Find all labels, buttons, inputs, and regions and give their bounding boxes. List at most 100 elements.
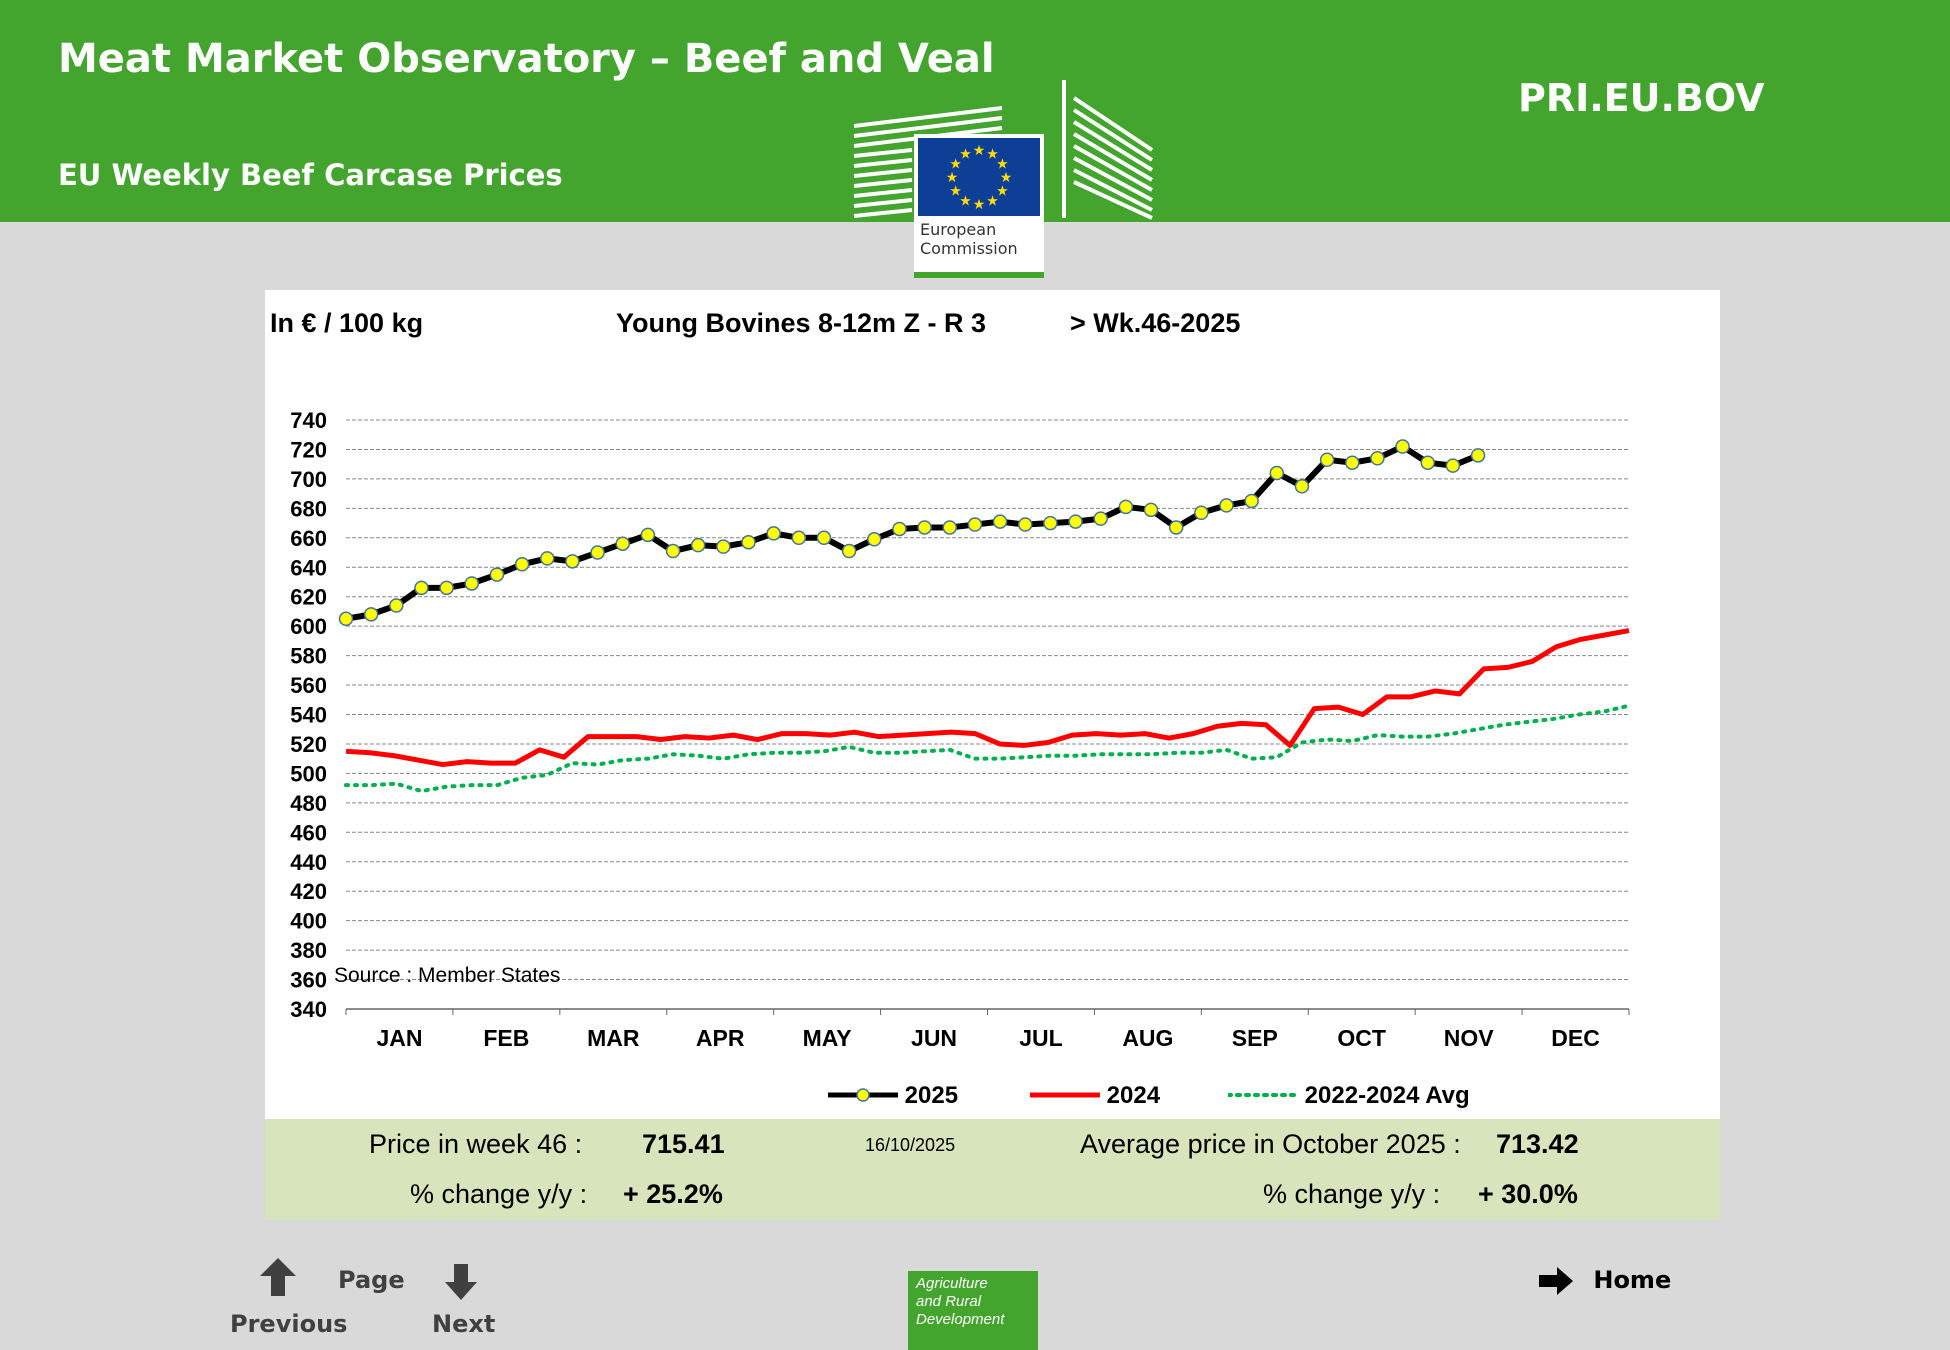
series-2025-point [1168,520,1184,535]
series-2025-point [816,530,832,546]
legend-avg-swatch [1226,1093,1300,1097]
chart-panel [265,290,1720,1119]
eu-star-icon: ★ [959,146,972,162]
y-tick-label: 700 [290,467,327,492]
home-button[interactable]: Home [1537,1266,1671,1296]
series-2025-point [716,539,731,554]
eu-star-icon: ★ [959,192,972,208]
legend-avg: 2022-2024 Avg [1226,1082,1470,1110]
series-2025-point [1319,452,1335,468]
next-label[interactable]: Next [432,1310,496,1338]
x-tick-label: APR [696,1025,745,1051]
y-tick-label: 380 [290,938,327,963]
series-2025-point [942,520,958,535]
series-2025-point [540,551,555,566]
series-avg-line [344,703,1631,794]
yy-change-label-month: % change y/y : [1263,1179,1441,1209]
x-tick-label: JUN [911,1025,957,1051]
agri-text-1: Agriculture [916,1275,988,1292]
x-tick-label: FEB [483,1025,529,1051]
series-2025-point [439,580,454,596]
y-tick-label: 400 [290,909,327,934]
series-2025-point [1445,458,1461,473]
series-2025-point [1194,505,1209,521]
eu-star-icon: ★ [946,169,959,185]
y-tick-label: 540 [290,703,327,728]
series-2025-point [1470,448,1486,463]
legend-2024-label: 2024 [1106,1082,1161,1109]
y-tick-label: 440 [290,850,327,875]
y-tick-label: 480 [290,791,327,816]
series-2025-point [414,580,429,596]
page-subtitle: EU Weekly Beef Carcase Prices [58,158,563,192]
series-2025-point [1219,498,1234,513]
series-2025-point [338,611,354,627]
x-tick-label: NOV [1444,1025,1495,1051]
series-2025-point [615,536,630,551]
series-2025-line [345,443,1480,622]
series-2025-point [464,576,480,591]
series-2025-point [992,514,1008,529]
report-code: PRI.EU.BOV [1518,76,1765,120]
chart-title: Young Bovines 8-12m Z - R 3 [616,308,987,338]
series-2025-point [665,543,681,559]
legend-2025: 2025 [828,1082,958,1110]
series-2025-point [1395,439,1410,454]
series-2025-point [741,534,756,550]
y-tick-label: 460 [290,820,327,845]
y-tick-label: 360 [290,968,327,993]
yy-change-value-week: + 25.2% [623,1179,723,1209]
y-tick-label: 600 [290,614,327,639]
eu-star-icon: ★ [986,192,999,208]
previous-label[interactable]: Previous [230,1310,348,1338]
eu-star-icon: ★ [1000,169,1013,185]
series-2025-point [1294,479,1310,494]
arrow-right-icon [1539,1267,1573,1295]
x-tick-label: OCT [1337,1025,1386,1051]
yy-change-label-week: % change y/y : [410,1179,588,1209]
y-tick-label: 500 [290,761,327,786]
eu-star-icon: ★ [949,183,962,199]
series-2025-point [766,526,781,541]
yy-change-value-month: + 30.0% [1478,1179,1578,1209]
x-tick-label: JAN [376,1025,422,1051]
x-tick-label: SEP [1232,1025,1278,1051]
series-2025-point [1345,455,1360,470]
series-2025-point [867,532,882,547]
y-tick-label: 420 [290,879,327,904]
y-tick-label: 680 [290,496,327,521]
series-2025-point [1043,515,1058,531]
chart-unit: In € / 100 kg [270,308,424,338]
legend-2024-swatch [1030,1092,1100,1098]
y-tick-label: 580 [290,644,327,669]
series-2025-point [363,607,379,622]
arrow-down-icon [445,1264,477,1300]
series-2025-point [514,557,530,572]
legend-avg-label: 2022-2024 Avg [1304,1082,1470,1109]
y-tick-label: 660 [290,526,327,551]
x-tick-label: MAR [587,1025,640,1051]
logo-text-commission: Commission [920,239,1018,258]
series-2025-point [841,543,857,559]
series-2025-point [1244,493,1259,509]
page-title: Meat Market Observatory – Beef and Veal [58,36,995,82]
series-2025-point [489,567,505,582]
eu-star-icon: ★ [973,196,986,212]
series-2025-point [917,520,932,535]
month-price-value: 713.42 [1496,1129,1579,1159]
series-2025-point [1017,517,1033,532]
series-2025-point [1370,451,1385,466]
x-tick-label: AUG [1122,1025,1173,1051]
agri-text-2: and Rural [916,1293,982,1310]
previous-page-button[interactable] [258,1256,298,1304]
series-2025-point [1143,502,1159,518]
y-tick-label: 640 [290,555,327,580]
series-2025-point [565,554,580,569]
x-tick-label: DEC [1551,1025,1600,1051]
series-2024-line [345,628,1630,768]
legend-2025-swatch [828,1088,898,1102]
series-2025-point [967,517,983,532]
next-page-button[interactable] [443,1262,479,1308]
y-tick-label: 340 [290,997,327,1022]
